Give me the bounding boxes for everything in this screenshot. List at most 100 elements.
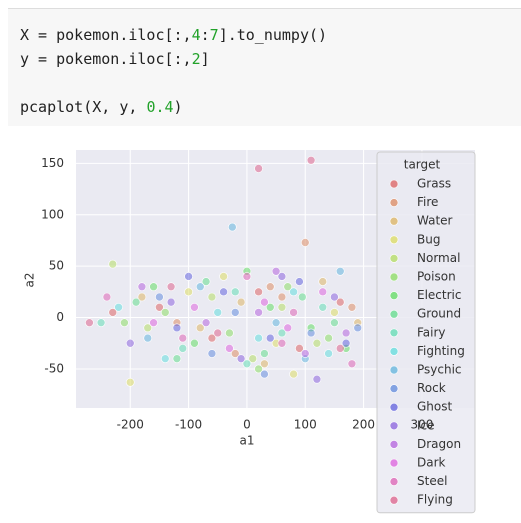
point — [265, 302, 275, 312]
point — [260, 349, 269, 358]
point — [324, 333, 333, 343]
point — [120, 318, 129, 327]
y-tick-label: 0 — [56, 310, 64, 324]
code-line: X = pokemon.iloc[:,4:7].to_numpy() — [20, 26, 328, 44]
point — [330, 292, 339, 302]
legend-label: Fire — [417, 195, 438, 209]
legend-marker — [389, 402, 399, 412]
legend-marker — [389, 477, 399, 486]
point — [236, 354, 246, 363]
point — [318, 287, 328, 297]
y-tick-label: -50 — [44, 361, 64, 375]
point — [330, 308, 339, 317]
point — [178, 333, 188, 343]
legend-label: Electric — [417, 288, 461, 302]
point — [219, 287, 228, 297]
point — [102, 292, 112, 302]
point — [125, 378, 135, 387]
point — [277, 328, 287, 338]
point — [254, 287, 263, 297]
code-cell: X = pokemon.iloc[:,4:7].to_numpy()y = po… — [8, 8, 521, 126]
point — [131, 297, 141, 307]
x-tick-label: 300 — [410, 418, 433, 432]
point — [353, 323, 363, 333]
y-tick-label: 50 — [49, 259, 64, 273]
point — [190, 302, 199, 312]
point — [271, 266, 281, 276]
point — [289, 308, 298, 317]
point — [195, 282, 205, 292]
point — [155, 292, 164, 302]
y-tick-label: 150 — [41, 156, 64, 170]
x-axis-label: a1 — [240, 434, 255, 448]
point — [347, 359, 357, 369]
point — [254, 333, 263, 343]
point — [172, 354, 182, 363]
legend-marker — [389, 291, 399, 300]
point — [201, 277, 211, 286]
code-line: y = pokemon.iloc[:,2] — [20, 50, 210, 68]
legend-marker — [389, 495, 399, 505]
point — [295, 344, 304, 353]
point — [166, 297, 176, 307]
point — [347, 302, 357, 312]
point — [230, 287, 240, 297]
point — [300, 238, 310, 247]
legend-marker — [389, 458, 399, 468]
legend-label: Bug — [417, 232, 440, 246]
point — [213, 308, 223, 317]
point — [219, 272, 228, 281]
point — [149, 282, 158, 292]
point — [283, 323, 293, 333]
point — [318, 302, 328, 312]
point — [289, 369, 298, 379]
legend-marker — [389, 440, 399, 449]
point — [341, 338, 351, 348]
point — [236, 297, 246, 307]
point — [143, 323, 153, 333]
point — [300, 349, 310, 358]
point — [207, 292, 217, 302]
point — [137, 292, 147, 302]
point — [318, 277, 328, 286]
point — [254, 308, 263, 317]
legend-marker — [389, 235, 399, 245]
code-line: pcaplot(X, y, 0.4) — [20, 98, 183, 116]
point — [184, 287, 193, 297]
point — [166, 282, 176, 292]
legend-marker — [389, 254, 399, 263]
point — [225, 328, 234, 338]
point — [260, 297, 269, 307]
point — [260, 369, 269, 379]
point — [149, 318, 158, 327]
point — [242, 272, 252, 281]
y-axis-label: a2 — [23, 273, 37, 288]
legend-marker — [389, 272, 399, 282]
x-tick-label: -200 — [117, 418, 144, 432]
point — [324, 349, 333, 358]
point — [330, 318, 339, 327]
point — [277, 338, 287, 348]
point — [306, 155, 316, 165]
point — [277, 302, 287, 312]
legend-marker — [389, 216, 399, 226]
point — [190, 338, 199, 348]
y-tick-label: 100 — [41, 207, 64, 221]
point — [230, 308, 240, 317]
point — [242, 359, 252, 369]
legend-label: Dark — [417, 456, 446, 470]
legend-marker — [389, 421, 399, 431]
point — [335, 266, 345, 276]
point — [335, 297, 345, 307]
legend-title: target — [404, 158, 441, 172]
legend-box — [376, 151, 476, 514]
legend-label: Ground — [417, 307, 461, 321]
point — [137, 282, 147, 292]
point — [295, 277, 304, 286]
point — [207, 349, 217, 358]
point — [230, 349, 240, 358]
legend-label: Psychic — [417, 363, 462, 377]
legend-label: Water — [417, 214, 453, 228]
point — [172, 323, 182, 333]
